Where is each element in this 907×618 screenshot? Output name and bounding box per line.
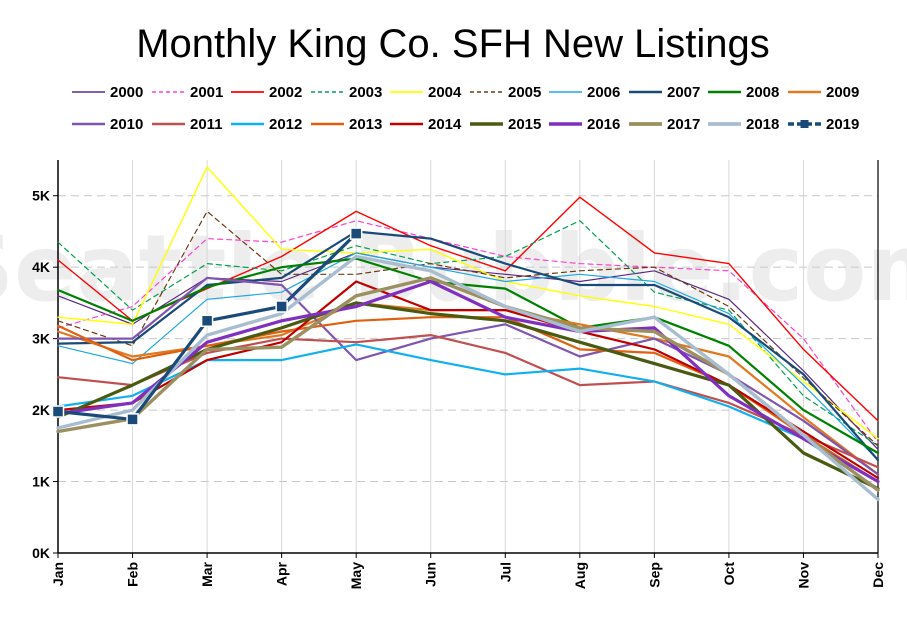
- series-line-2007: [56, 230, 880, 462]
- grid: [57, 160, 879, 553]
- watermark-text: Seattle Bubble.com: [0, 215, 907, 322]
- series-group: [56, 166, 880, 502]
- legend-label-2006: 2006: [587, 84, 620, 101]
- legend-label-2012: 2012: [269, 116, 302, 133]
- series-marker-2019: [275, 300, 288, 313]
- legend: 2000 2001 2002 2003 2004 2005 2006 2007 2008 2009…: [72, 84, 859, 133]
- x-tick-label: Mar: [199, 561, 215, 586]
- legend-label-2000: 2000: [110, 84, 143, 101]
- legend-label-2003: 2003: [349, 84, 382, 101]
- x-tick-label: Apr: [274, 561, 290, 586]
- x-tick-label: Nov: [795, 562, 811, 589]
- x-tick-label: Dec: [870, 562, 886, 588]
- x-tick-label: Jan: [50, 562, 66, 586]
- series-line-2003: [57, 220, 879, 447]
- series-line-2016: [56, 279, 880, 484]
- x-tick-label: Sep: [646, 562, 662, 588]
- legend-label-2015: 2015: [508, 116, 541, 133]
- y-tick-label: 3K: [32, 331, 50, 347]
- legend-label-2009: 2009: [826, 84, 859, 101]
- legend-label-2007: 2007: [667, 84, 700, 101]
- legend-label-2005: 2005: [508, 84, 541, 101]
- series-line-2005: [57, 210, 879, 447]
- legend-marker-2019: [800, 120, 809, 128]
- legend-label-2013: 2013: [349, 116, 382, 133]
- series-marker-2019: [51, 405, 65, 418]
- legend-label-2016: 2016: [587, 116, 620, 133]
- legend-label-2001: 2001: [190, 84, 223, 101]
- legend-label-2004: 2004: [428, 84, 462, 101]
- series-marker-2019: [200, 314, 214, 328]
- x-tick-label: Oct: [721, 562, 737, 586]
- series-line-2014: [56, 280, 880, 480]
- legend-label-2008: 2008: [746, 84, 779, 101]
- series-line-2001: [57, 220, 879, 443]
- markers-group: [51, 227, 363, 426]
- series-marker-2019: [349, 227, 363, 240]
- legend-label-2017: 2017: [667, 116, 700, 133]
- legend-label-2002: 2002: [269, 84, 302, 101]
- x-tick-label: Jul: [497, 562, 513, 582]
- y-tick-label: 1K: [32, 474, 50, 490]
- y-tick-label: 2K: [32, 402, 50, 418]
- legend-label-2011: 2011: [190, 116, 223, 133]
- x-tick-label: Aug: [572, 562, 588, 589]
- legend-label-2010: 2010: [110, 116, 143, 133]
- legend-label-2018: 2018: [746, 116, 779, 133]
- x-tick-label: Feb: [125, 562, 141, 587]
- legend-label-2014: 2014: [428, 116, 462, 133]
- series-line-2008: [56, 257, 880, 455]
- chart-title: Monthly King Co. SFH New Listings: [136, 22, 770, 66]
- series-line-2011: [56, 334, 880, 469]
- series-line-2010: [56, 276, 880, 476]
- series-line-2015: [56, 301, 880, 491]
- series-line-2004: [57, 166, 879, 440]
- x-tick-label: Jun: [423, 562, 439, 587]
- series-marker-2019: [126, 413, 139, 426]
- y-tick-label: 0K: [32, 545, 50, 561]
- axes: 0K 1K 2K 3K 4K 5K Jan Feb Mar Apr May Jun Jul Aug Sep O…: [32, 160, 886, 589]
- x-tick-label: May: [348, 562, 364, 589]
- legend-label-2019: 2019: [826, 116, 859, 133]
- y-tick-label: 5K: [32, 188, 50, 204]
- y-tick-label: 4K: [32, 259, 50, 275]
- series-line-2018: [56, 254, 880, 502]
